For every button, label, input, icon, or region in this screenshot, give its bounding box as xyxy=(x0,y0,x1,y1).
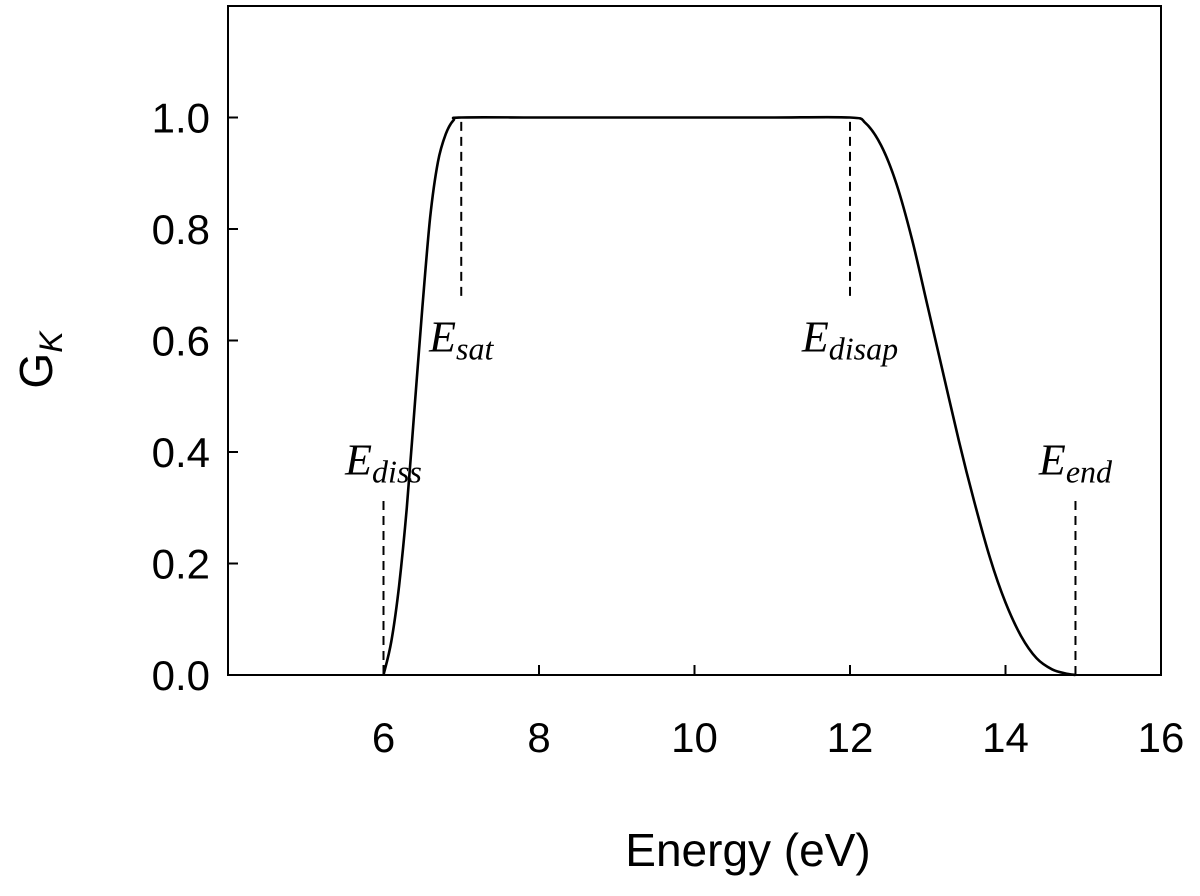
y-axis-ticks: 0.0 0.2 0.4 0.6 0.8 1.0 xyxy=(152,95,238,699)
x-axis-ticks: 6 8 10 12 14 16 xyxy=(372,665,1185,761)
energy-markers: Ediss Esat Edisap Eend xyxy=(344,117,1113,675)
y-tick-label: 0.4 xyxy=(152,429,210,476)
x-tick-label: 12 xyxy=(827,714,874,761)
x-tick-label: 10 xyxy=(671,714,718,761)
x-tick-label: 14 xyxy=(982,714,1029,761)
y-tick-label: 0.0 xyxy=(152,652,210,699)
y-tick-label: 0.8 xyxy=(152,206,210,253)
y-tick-label: 0.6 xyxy=(152,318,210,365)
x-tick-label: 6 xyxy=(372,714,395,761)
y-axis-title: GK xyxy=(10,330,69,389)
x-axis-title: Energy (eV) xyxy=(625,824,870,876)
gk-curve xyxy=(382,115,1076,677)
marker-label-sat: Esat xyxy=(428,313,494,367)
marker-label-end: Eend xyxy=(1038,435,1113,489)
x-tick-label: 8 xyxy=(527,714,550,761)
y-axis-title-sub: K xyxy=(33,330,69,353)
y-tick-label: 1.0 xyxy=(152,95,210,142)
marker-label-disap: Edisap xyxy=(801,313,898,367)
y-tick-label: 0.2 xyxy=(152,541,210,588)
x-tick-label: 16 xyxy=(1138,714,1185,761)
y-axis-title-main: G xyxy=(10,353,62,389)
marker-label-diss: Ediss xyxy=(344,435,422,489)
plot-frame xyxy=(227,5,1162,676)
